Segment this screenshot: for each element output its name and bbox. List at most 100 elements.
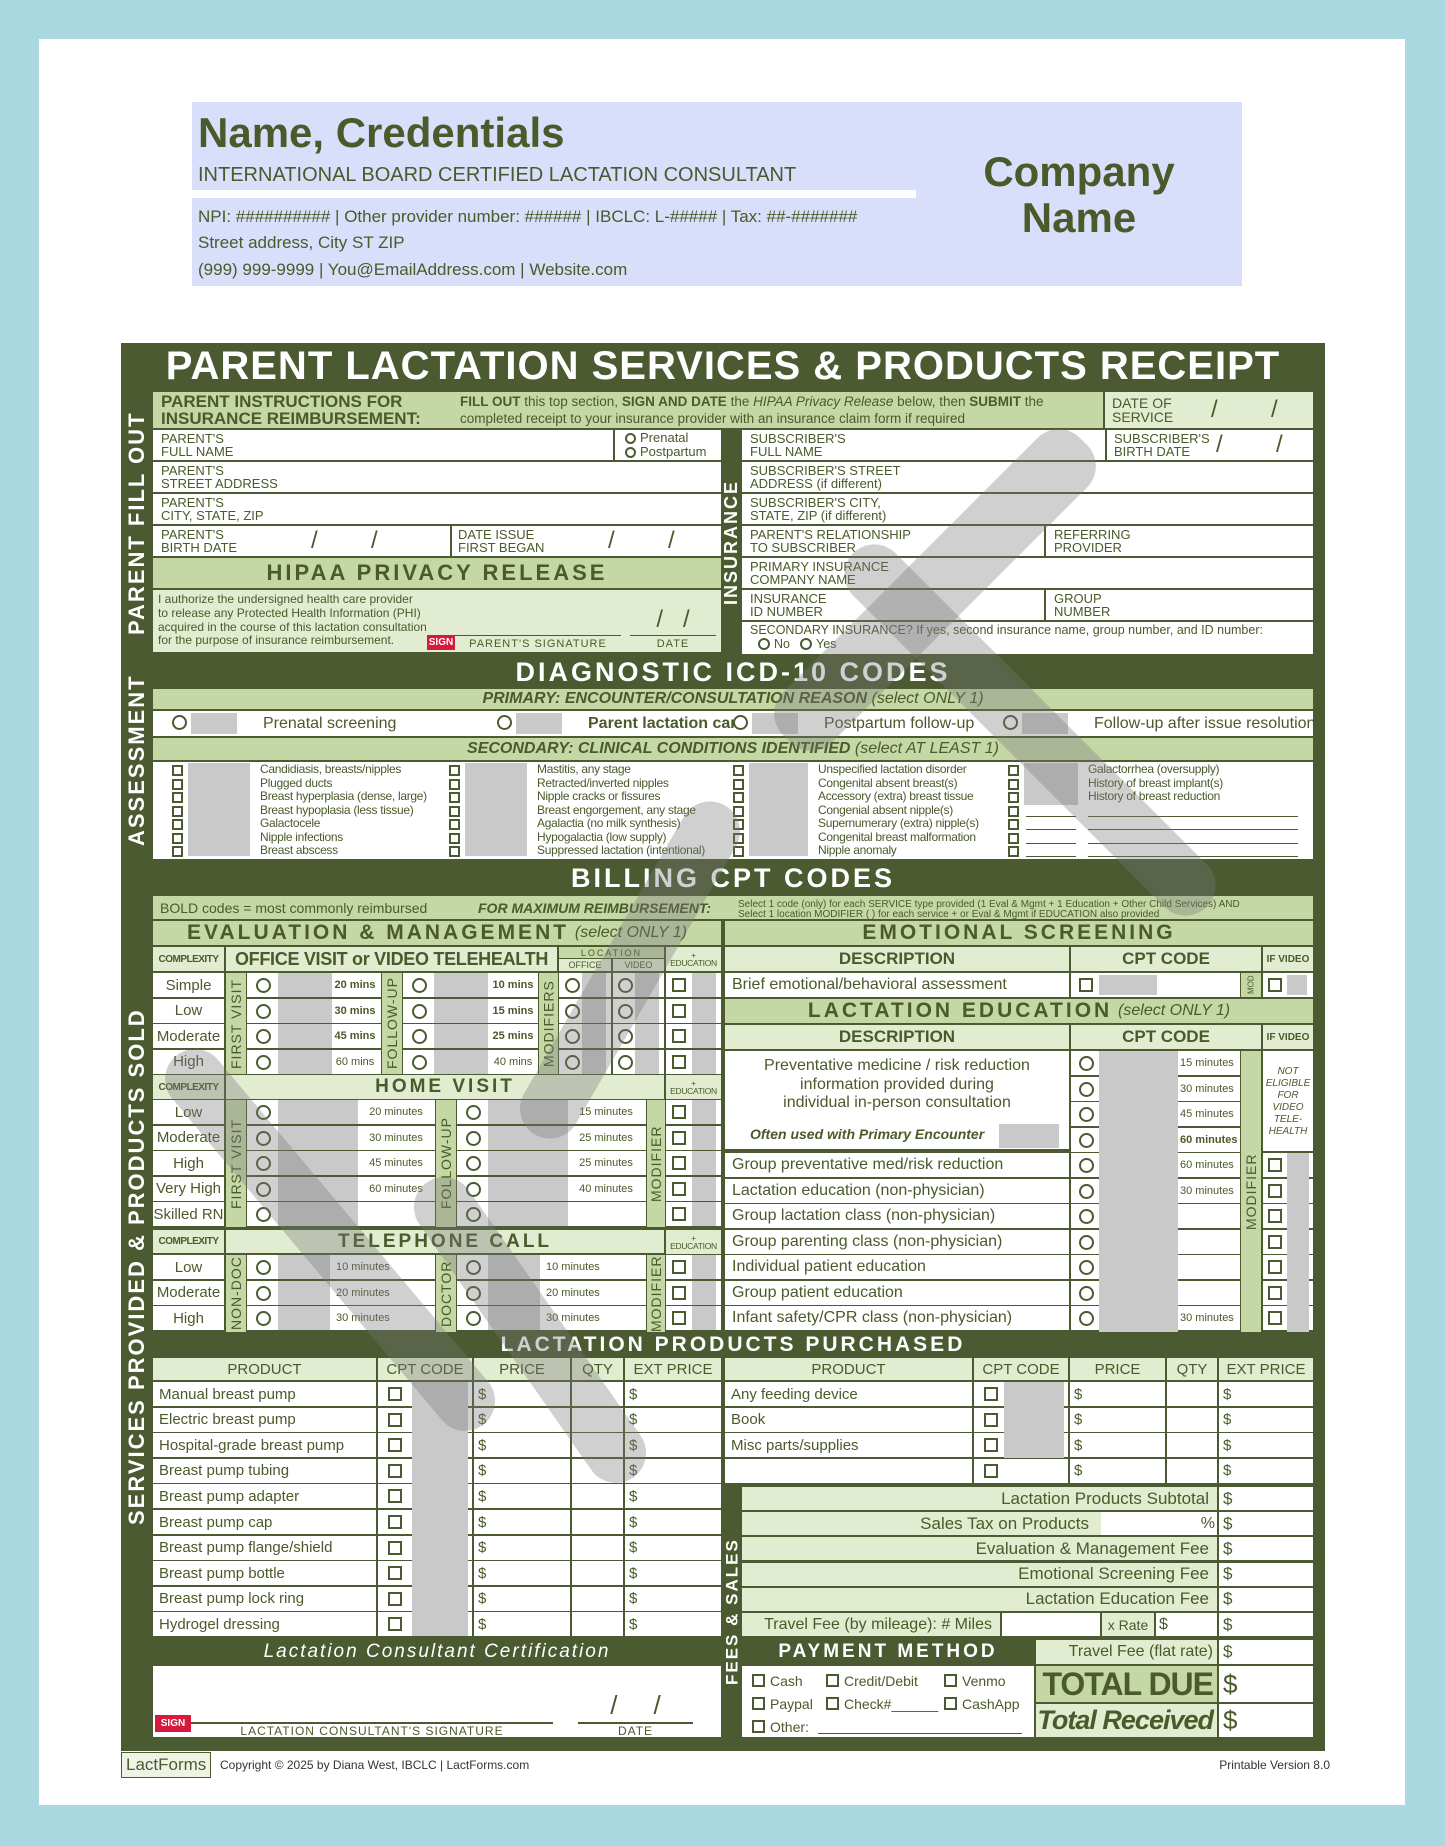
product-checkbox[interactable] [388, 1566, 402, 1581]
product-qty-field[interactable] [572, 1433, 623, 1458]
office-follow-up-radio[interactable] [412, 1003, 427, 1019]
product-ext-price-field[interactable] [1219, 1433, 1313, 1458]
home-follow-up-radio[interactable] [466, 1207, 481, 1223]
product-qty-field[interactable] [572, 1407, 623, 1432]
product-ext-price-field[interactable] [1219, 1458, 1313, 1483]
condition-checkbox[interactable] [172, 778, 183, 790]
code-blank-line[interactable] [1026, 815, 1076, 817]
product-ext-price-field[interactable] [1219, 1382, 1313, 1406]
condition-checkbox[interactable] [172, 832, 183, 844]
office-location-radio[interactable] [565, 1003, 580, 1019]
video-location-radio[interactable] [618, 1029, 633, 1044]
phone-doctor-radio[interactable] [466, 1260, 481, 1275]
condition-checkbox[interactable] [1008, 765, 1019, 776]
product-checkbox[interactable] [388, 1412, 402, 1427]
product-ext-price-field[interactable] [625, 1586, 721, 1611]
home-follow-up-radio[interactable] [466, 1130, 481, 1146]
subscriber-street-field[interactable] [742, 462, 1313, 492]
parent-lactation-care-radio[interactable] [497, 715, 512, 730]
date-of-service-field[interactable] [1105, 392, 1313, 428]
product-checkbox[interactable] [388, 1463, 402, 1478]
home-education-checkbox[interactable] [672, 1105, 686, 1119]
product-checkbox[interactable] [984, 1412, 998, 1427]
product-checkbox[interactable] [388, 1387, 402, 1401]
insurance-company-field[interactable] [742, 558, 1313, 588]
video-location-radio[interactable] [618, 978, 633, 993]
education-radio[interactable] [1079, 1107, 1094, 1122]
prenatal-screening-radio[interactable] [172, 715, 187, 730]
sales-tax-amount-field[interactable] [1219, 1512, 1313, 1536]
product-qty-field[interactable] [572, 1510, 623, 1534]
product-ext-price-field[interactable] [625, 1484, 721, 1509]
product-price-field[interactable] [474, 1458, 570, 1483]
education-video-checkbox[interactable] [1268, 1209, 1282, 1223]
education-radio[interactable] [1079, 1311, 1094, 1326]
follow-up-after-resolution-radio[interactable] [1003, 715, 1018, 730]
condition-checkbox[interactable] [449, 819, 460, 830]
product-checkbox[interactable] [984, 1438, 998, 1453]
product-ext-price-field[interactable] [625, 1407, 721, 1432]
office-first-visit-radio[interactable] [256, 1003, 271, 1019]
payment-5-checkbox[interactable] [944, 1697, 957, 1710]
condition-checkbox[interactable] [1008, 819, 1019, 830]
product-checkbox[interactable] [388, 1515, 402, 1529]
phone-education-checkbox[interactable] [672, 1260, 686, 1274]
condition-checkbox[interactable] [733, 765, 744, 776]
condition-checkbox[interactable] [733, 846, 744, 857]
payment-4-checkbox[interactable] [826, 1697, 839, 1710]
condition-checkbox[interactable] [172, 819, 183, 830]
phone-education-checkbox[interactable] [672, 1285, 686, 1300]
product-ext-price-field[interactable] [625, 1433, 721, 1458]
phone-education-checkbox[interactable] [672, 1311, 686, 1326]
education-radio[interactable] [1079, 1132, 1094, 1148]
product-price-field[interactable] [474, 1586, 570, 1611]
product-qty-field[interactable] [572, 1586, 623, 1611]
condition-checkbox[interactable] [449, 846, 460, 857]
product-checkbox[interactable] [388, 1591, 402, 1606]
education-radio[interactable] [1079, 1056, 1094, 1071]
product-price-field[interactable] [1070, 1407, 1165, 1432]
product-price-field[interactable] [474, 1612, 570, 1637]
condition-checkbox[interactable] [449, 792, 460, 803]
product-qty-field[interactable] [572, 1612, 623, 1637]
condition-checkbox[interactable] [172, 805, 183, 817]
condition-checkbox[interactable] [733, 778, 744, 790]
parent-street-field[interactable] [153, 462, 721, 492]
education-radio[interactable] [1079, 1158, 1094, 1173]
education-radio[interactable] [1079, 1234, 1094, 1250]
office-follow-up-radio[interactable] [412, 1029, 427, 1044]
product-ext-price-field[interactable] [625, 1535, 721, 1560]
code-blank-line[interactable] [1026, 856, 1076, 857]
product-qty-field[interactable] [1167, 1433, 1217, 1458]
parent-city-field[interactable] [153, 494, 721, 524]
product-price-field[interactable] [1070, 1382, 1165, 1406]
condition-checkbox[interactable] [1008, 846, 1019, 857]
education-video-checkbox[interactable] [1268, 1260, 1282, 1274]
condition-checkbox[interactable] [733, 805, 744, 817]
condition-blank-line[interactable] [1088, 842, 1298, 844]
condition-checkbox[interactable] [449, 805, 460, 817]
education-video-checkbox[interactable] [1268, 1158, 1282, 1172]
subscriber-city-field[interactable] [742, 494, 1313, 524]
tax-rate-field[interactable] [1101, 1512, 1217, 1535]
home-first-visit-radio[interactable] [256, 1105, 271, 1120]
payment-6-checkbox[interactable] [752, 1720, 765, 1733]
education-radio[interactable] [1079, 1209, 1094, 1224]
home-first-visit-radio[interactable] [256, 1207, 271, 1223]
office-education-checkbox[interactable] [672, 978, 686, 992]
product-qty-field[interactable] [572, 1484, 623, 1509]
relationship-field[interactable] [742, 526, 1044, 556]
condition-checkbox[interactable] [733, 792, 744, 803]
condition-checkbox[interactable] [449, 778, 460, 790]
payment-3-checkbox[interactable] [752, 1697, 765, 1710]
rate-field[interactable] [1156, 1613, 1217, 1636]
product-ext-price-field[interactable] [625, 1561, 721, 1586]
condition-blank-line[interactable] [1088, 856, 1298, 857]
product-ext-price-field[interactable] [625, 1510, 721, 1534]
product-price-field[interactable] [1070, 1458, 1165, 1483]
education-radio[interactable] [1079, 1183, 1094, 1199]
office-education-checkbox[interactable] [672, 1003, 686, 1018]
product-ext-price-field[interactable] [625, 1458, 721, 1483]
education-video-checkbox[interactable] [1268, 1183, 1282, 1198]
home-education-checkbox[interactable] [672, 1130, 686, 1145]
